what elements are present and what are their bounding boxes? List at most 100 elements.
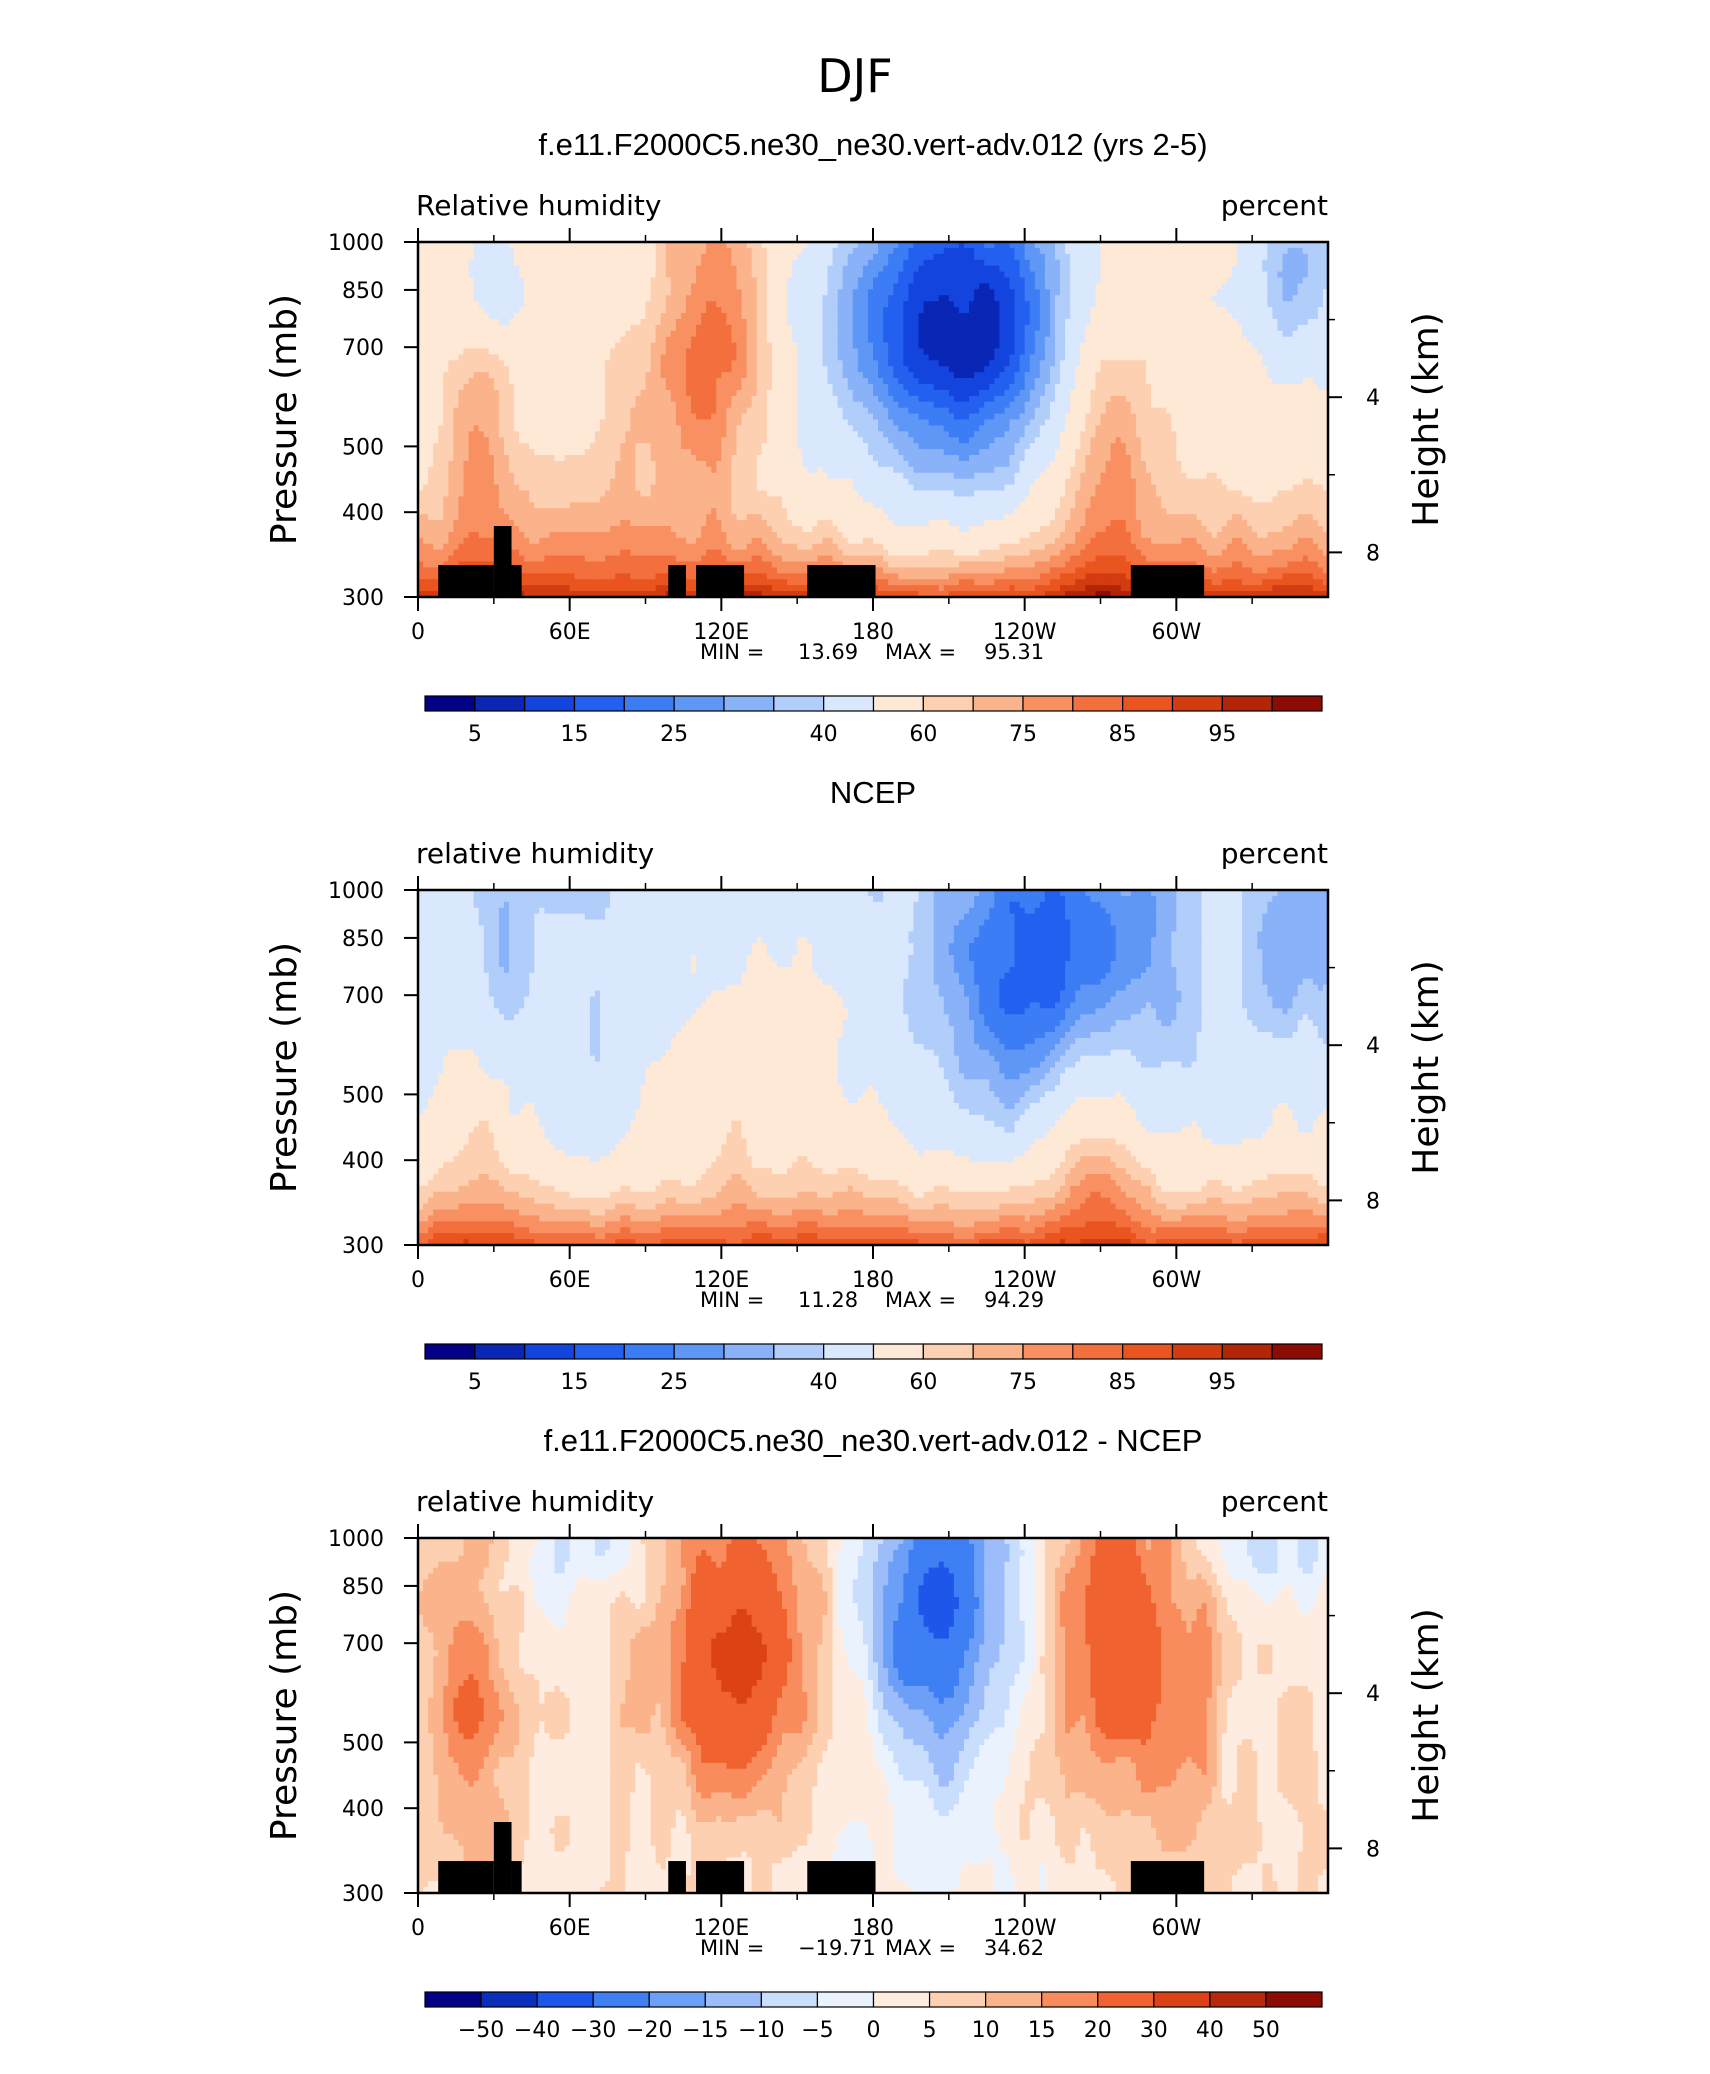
colorbar-box <box>823 695 875 712</box>
y-tick-label: 850 <box>342 1575 384 1600</box>
x-tick-label: 180 <box>852 620 894 645</box>
colorbar-box <box>1122 1343 1174 1360</box>
colorbar-box <box>424 695 476 712</box>
max-value: 94.29 <box>984 1288 1044 1312</box>
colorbar-label: 0 <box>867 2018 881 2043</box>
y-tick-label: 500 <box>342 1731 384 1756</box>
colorbar-label: 85 <box>1109 722 1137 747</box>
y-tick-label: 300 <box>342 586 384 611</box>
y-tick-label: 300 <box>342 1234 384 1259</box>
land-mask <box>668 1861 686 1893</box>
colorbar-label: 60 <box>909 1370 937 1395</box>
max-label: MAX = <box>885 640 956 664</box>
min-label: MIN = <box>700 640 764 664</box>
panel-title: NCEP <box>830 775 916 810</box>
colorbar-box <box>424 1991 482 2008</box>
colorbar-box <box>773 1343 825 1360</box>
x-tick-label: 120W <box>993 1268 1057 1293</box>
y-axis-label: Pressure (mb) <box>264 942 305 1193</box>
panel-2: 0 60E 120E 180 120W 60W 300 400 500 700 850 1000 8 4 P… <box>264 775 1447 1395</box>
colorbar-label: 40 <box>1196 2018 1224 2043</box>
colorbar-label: 50 <box>1252 2018 1280 2043</box>
colorbar-label: −50 <box>458 2018 504 2043</box>
colorbar-label: 60 <box>909 722 937 747</box>
colorbar: −50 −40 −30 −20 −15 −10 −5 0 5 10 15 20 30 40 50 <box>424 1991 1323 2043</box>
colorbar-box <box>573 695 625 712</box>
x-tick-label: 0 <box>411 1916 425 1941</box>
x-tick-label: 60W <box>1151 620 1201 645</box>
colorbar-box <box>1022 1343 1074 1360</box>
colorbar-box <box>673 695 725 712</box>
colorbar-box <box>623 1343 675 1360</box>
colorbar-box <box>1221 1343 1273 1360</box>
height-tick-label: 8 <box>1366 1189 1380 1214</box>
x-tick-label: 0 <box>411 620 425 645</box>
y-tick-label: 850 <box>342 279 384 304</box>
y-tick-label: 400 <box>342 1149 384 1174</box>
colorbar-box <box>536 1991 594 2008</box>
y-tick-label: 1000 <box>328 231 384 256</box>
x-tick-label: 180 <box>852 1916 894 1941</box>
contour-field <box>418 890 1328 1245</box>
colorbar-label: 25 <box>660 1370 688 1395</box>
y-tick-label: 300 <box>342 1882 384 1907</box>
colorbar-box <box>773 695 825 712</box>
y-axis-label: Pressure (mb) <box>264 1590 305 1841</box>
colorbar-label: 15 <box>561 722 589 747</box>
colorbar-label: −15 <box>682 2018 728 2043</box>
land-mask <box>696 565 745 597</box>
land-mask <box>1130 1861 1205 1893</box>
figure-title: DJF <box>817 49 892 103</box>
x-tick-label: 60E <box>549 1268 591 1293</box>
y-tick-label: 850 <box>342 927 384 952</box>
colorbar-label: −10 <box>738 2018 784 2043</box>
y-tick-label: 400 <box>342 1797 384 1822</box>
land-mask <box>1130 565 1205 597</box>
colorbar-label: 75 <box>1009 722 1037 747</box>
colorbar-box <box>985 1991 1043 2008</box>
colorbar-label: 15 <box>561 1370 589 1395</box>
max-value: 95.31 <box>984 640 1044 664</box>
max-label: MAX = <box>885 1936 956 1960</box>
land-mask <box>511 565 522 597</box>
colorbar-box <box>928 1991 987 2008</box>
colorbar-label: 5 <box>468 722 482 747</box>
colorbar-label: 20 <box>1084 2018 1112 2043</box>
min-value: 13.69 <box>798 640 858 664</box>
x-tick-label: 180 <box>852 1268 894 1293</box>
max-label: MAX = <box>885 1288 956 1312</box>
right-string: percent <box>1221 189 1328 222</box>
colorbar-box <box>1122 695 1174 712</box>
colorbar-box <box>1271 1343 1323 1360</box>
colorbar-box <box>1265 1991 1323 2008</box>
contour-field <box>418 242 1328 597</box>
colorbar-box <box>823 1343 875 1360</box>
colorbar-label: 25 <box>660 722 688 747</box>
colorbar-box <box>1153 1991 1211 2008</box>
max-value: 34.62 <box>984 1936 1044 1960</box>
min-value: −19.71 <box>798 1936 876 1960</box>
right-string: percent <box>1221 1485 1328 1518</box>
colorbar-box <box>872 1991 931 2008</box>
panel-title: f.e11.F2000C5.ne30_ne30.vert-adv.012 - N… <box>544 1423 1203 1458</box>
colorbar-label: −20 <box>626 2018 672 2043</box>
min-label: MIN = <box>700 1936 764 1960</box>
colorbar-box <box>1072 695 1124 712</box>
colorbar-box <box>474 1343 526 1360</box>
colorbar-label: 95 <box>1208 1370 1236 1395</box>
colorbar-box <box>592 1991 650 2008</box>
contour-field <box>418 1538 1328 1893</box>
colorbar-box <box>573 1343 625 1360</box>
left-string: Relative humidity <box>416 189 661 222</box>
colorbar-label: 40 <box>810 722 838 747</box>
colorbar-box <box>1171 695 1223 712</box>
y-axis-label-right: Height (km) <box>1406 960 1447 1174</box>
colorbar-box <box>760 1991 819 2008</box>
colorbar-box <box>1072 1343 1124 1360</box>
right-string: percent <box>1221 837 1328 870</box>
colorbar-box <box>872 1343 924 1360</box>
land-mask <box>511 1861 522 1893</box>
x-tick-label: 120W <box>993 1916 1057 1941</box>
height-tick-label: 8 <box>1366 541 1380 566</box>
